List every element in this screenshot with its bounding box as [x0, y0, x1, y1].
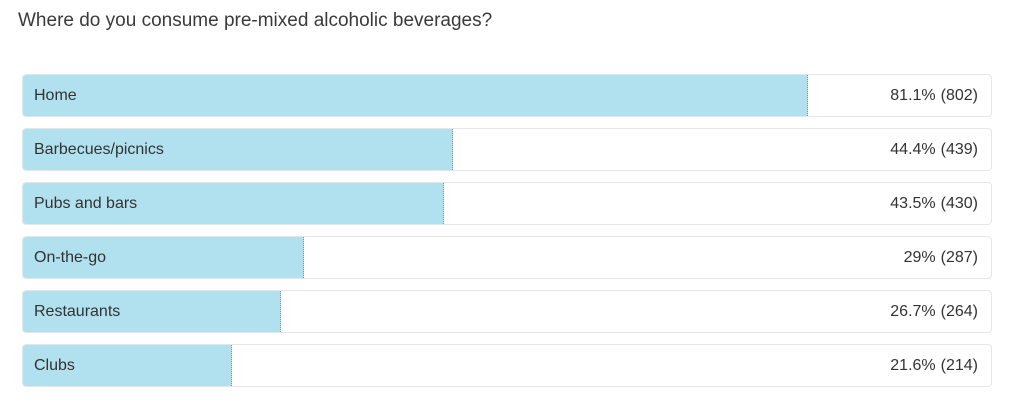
result-percent: 29% [903, 249, 936, 266]
result-value: 81.1% (802) [890, 75, 978, 116]
result-bar [23, 129, 453, 170]
result-row: Pubs and bars 43.5% (430) [22, 182, 992, 225]
question-title: Where do you consume pre-mixed alcoholic… [18, 10, 493, 31]
result-bar [23, 345, 233, 386]
result-count: (439) [940, 141, 978, 158]
result-row: Home 81.1% (802) [22, 74, 992, 117]
result-count: (430) [940, 195, 978, 212]
result-row: Clubs 21.6% (214) [22, 344, 992, 387]
result-bar [23, 183, 445, 224]
result-label: Restaurants [34, 303, 121, 320]
result-percent: 26.7% [890, 303, 936, 320]
result-percent: 44.4% [890, 141, 936, 158]
result-value: 26.7% (264) [890, 291, 978, 332]
result-value: 43.5% (430) [890, 183, 978, 224]
result-percent: 21.6% [890, 357, 936, 374]
result-bar [23, 237, 304, 278]
result-label: Pubs and bars [34, 195, 138, 212]
result-row: On-the-go 29% (287) [22, 236, 992, 279]
result-label: On-the-go [34, 249, 107, 266]
result-count: (214) [940, 357, 978, 374]
result-count: (264) [940, 303, 978, 320]
result-value: 44.4% (439) [890, 129, 978, 170]
result-label: Clubs [34, 357, 75, 374]
results-bar-chart: Home 81.1% (802) Barbecues/picnics 44.4% (439… [22, 74, 992, 398]
result-row: Restaurants 26.7% (264) [22, 290, 992, 333]
result-value: 21.6% (214) [890, 345, 978, 386]
result-value: 29% (287) [904, 237, 978, 278]
result-row: Barbecues/picnics 44.4% (439) [22, 128, 992, 171]
result-bar [23, 291, 282, 332]
result-count: (287) [940, 249, 978, 266]
result-count: (802) [940, 87, 978, 104]
result-label: Home [34, 87, 77, 104]
result-percent: 81.1% [890, 87, 936, 104]
result-bar [23, 75, 809, 116]
result-percent: 43.5% [890, 195, 936, 212]
result-label: Barbecues/picnics [34, 141, 164, 158]
